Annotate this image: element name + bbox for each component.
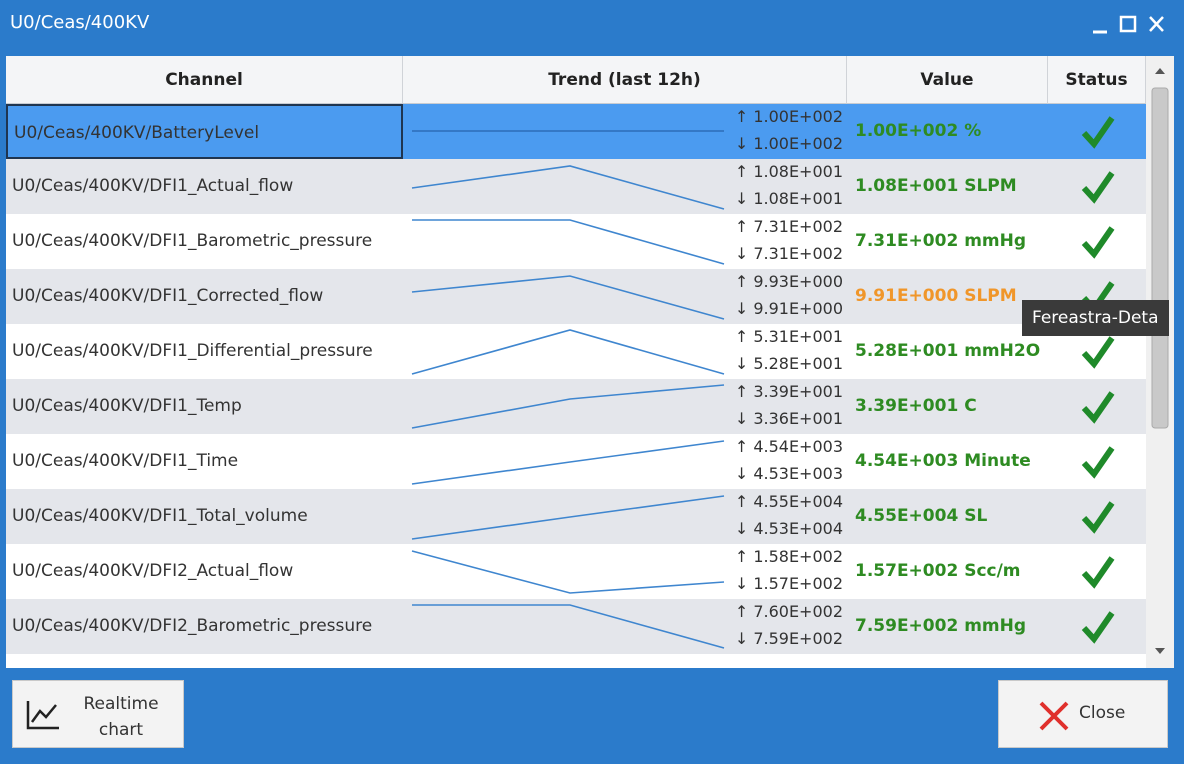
table-row[interactable] bbox=[6, 324, 1146, 379]
row-art bbox=[411, 495, 1115, 540]
trend-min: ↓ 7.31E+002 bbox=[734, 244, 843, 263]
value-cell: 7.59E+002 mmHg bbox=[855, 616, 1027, 636]
trend-max: ↑ 1.08E+001 bbox=[734, 162, 843, 181]
scrollbar[interactable] bbox=[1146, 56, 1174, 668]
table-row[interactable] bbox=[6, 544, 1146, 599]
status-check bbox=[1081, 611, 1115, 644]
trend-max: ↑ 1.58E+002 bbox=[734, 547, 843, 566]
value-cell: 1.00E+002 % bbox=[855, 121, 982, 141]
scrollbar-art bbox=[1151, 68, 1169, 654]
trend-sparkline bbox=[412, 604, 725, 649]
trend-sparkline bbox=[411, 275, 725, 320]
trend-sparkline bbox=[411, 329, 725, 375]
value-cell: 5.28E+001 mmH2O bbox=[855, 341, 1041, 361]
trend-max: ↑ 9.93E+000 bbox=[734, 272, 843, 291]
trend-max: ↑ 5.31E+001 bbox=[734, 327, 843, 346]
table-row[interactable] bbox=[6, 214, 1146, 269]
row-art bbox=[411, 550, 1115, 594]
button-label: Close bbox=[1079, 703, 1126, 723]
value-cell: 1.08E+001 SLPM bbox=[855, 176, 1017, 196]
trend-max: ↑ 3.39E+001 bbox=[734, 382, 843, 401]
value-cell: 1.57E+002 Scc/m bbox=[855, 561, 1021, 581]
trend-max: ↑ 1.00E+002 bbox=[734, 107, 843, 126]
channel-cell: U0/Ceas/400KV/DFI2_Barometric_pressure bbox=[12, 616, 373, 636]
trend-sparkline bbox=[411, 165, 725, 210]
trend-max: ↑ 7.31E+002 bbox=[734, 217, 843, 236]
status-check bbox=[1081, 501, 1115, 534]
close-button[interactable]: Close bbox=[998, 680, 1168, 748]
status-check bbox=[1081, 556, 1115, 589]
channel-cell: U0/Ceas/400KV/BatteryLevel bbox=[6, 104, 403, 159]
row-art bbox=[411, 384, 1115, 429]
status-check bbox=[1081, 116, 1115, 149]
trend-max: ↑ 4.54E+003 bbox=[734, 437, 843, 456]
trend-min: ↓ 7.59E+002 bbox=[734, 629, 843, 648]
data-grid: Channel Trend (last 12h) Value Status U0/Cea… bbox=[6, 56, 1174, 668]
channel-cell: U0/Ceas/400KV/DFI1_Temp bbox=[12, 396, 242, 416]
status-check bbox=[1081, 336, 1115, 369]
window-controls bbox=[1093, 15, 1164, 34]
window-title: U0/Ceas/400KV bbox=[10, 12, 150, 33]
channel-cell: U0/Ceas/400KV/DFI1_Total_volume bbox=[12, 506, 308, 526]
table-row[interactable] bbox=[6, 599, 1146, 654]
trend-min: ↓ 1.57E+002 bbox=[734, 574, 843, 593]
trend-min: ↓ 1.00E+002 bbox=[734, 134, 843, 153]
value-cell: 7.31E+002 mmHg bbox=[855, 231, 1027, 251]
trend-min: ↓ 5.28E+001 bbox=[734, 354, 843, 373]
column-header: Status bbox=[1048, 56, 1146, 104]
trend-min: ↓ 4.53E+004 bbox=[734, 519, 843, 538]
trend-max: ↑ 7.60E+002 bbox=[734, 602, 843, 621]
trend-sparkline bbox=[411, 495, 725, 540]
trend-sparkline bbox=[411, 440, 725, 485]
trend-sparkline bbox=[412, 219, 725, 265]
channel-cell: U0/Ceas/400KV/DFI1_Barometric_pressure bbox=[12, 231, 373, 251]
close-icon bbox=[1039, 701, 1069, 731]
table-row[interactable] bbox=[6, 379, 1146, 434]
trend-sparkline bbox=[411, 384, 725, 429]
status-check bbox=[1081, 391, 1115, 424]
channel-cell: U0/Ceas/400KV/DFI1_Differential_pressure bbox=[12, 341, 373, 361]
value-cell: 4.54E+003 Minute bbox=[855, 451, 1031, 471]
row-art bbox=[411, 165, 1115, 210]
row-art bbox=[412, 604, 1115, 649]
row-art bbox=[412, 116, 1115, 149]
trend-sparkline bbox=[411, 550, 725, 594]
column-header: Channel bbox=[6, 56, 403, 104]
value-cell: 4.55E+004 SL bbox=[855, 506, 988, 526]
trend-min: ↓ 9.91E+000 bbox=[734, 299, 843, 318]
trend-min: ↓ 3.36E+001 bbox=[734, 409, 843, 428]
row-art bbox=[411, 440, 1115, 485]
status-check bbox=[1081, 446, 1115, 479]
button-label: Realtime chart bbox=[83, 694, 159, 740]
trend-min: ↓ 4.53E+003 bbox=[734, 464, 843, 483]
close-x[interactable] bbox=[1149, 16, 1164, 32]
row-art bbox=[412, 219, 1115, 265]
channel-cell: U0/Ceas/400KV/DFI1_Corrected_flow bbox=[12, 286, 324, 306]
realtime-chart-button[interactable]: Realtime chart bbox=[12, 680, 184, 748]
value-cell: 9.91E+000 SLPM bbox=[855, 286, 1017, 306]
channel-cell: U0/Ceas/400KV/DFI2_Actual_flow bbox=[12, 561, 294, 581]
channel-cell: U0/Ceas/400KV/DFI1_Actual_flow bbox=[12, 176, 294, 196]
maximize[interactable] bbox=[1119, 15, 1137, 33]
tooltip: Fereastra-Deta bbox=[1022, 300, 1169, 336]
row-art bbox=[411, 329, 1115, 375]
trend-max: ↑ 4.55E+004 bbox=[734, 492, 843, 511]
status-check bbox=[1081, 226, 1115, 259]
column-header: Value bbox=[847, 56, 1048, 104]
column-header: Trend (last 12h) bbox=[403, 56, 847, 104]
chart-icon bbox=[26, 701, 59, 730]
status-check bbox=[1081, 171, 1115, 204]
trend-min: ↓ 1.08E+001 bbox=[734, 189, 843, 208]
channel-cell: U0/Ceas/400KV/DFI1_Time bbox=[12, 451, 239, 471]
value-cell: 3.39E+001 C bbox=[855, 396, 977, 416]
